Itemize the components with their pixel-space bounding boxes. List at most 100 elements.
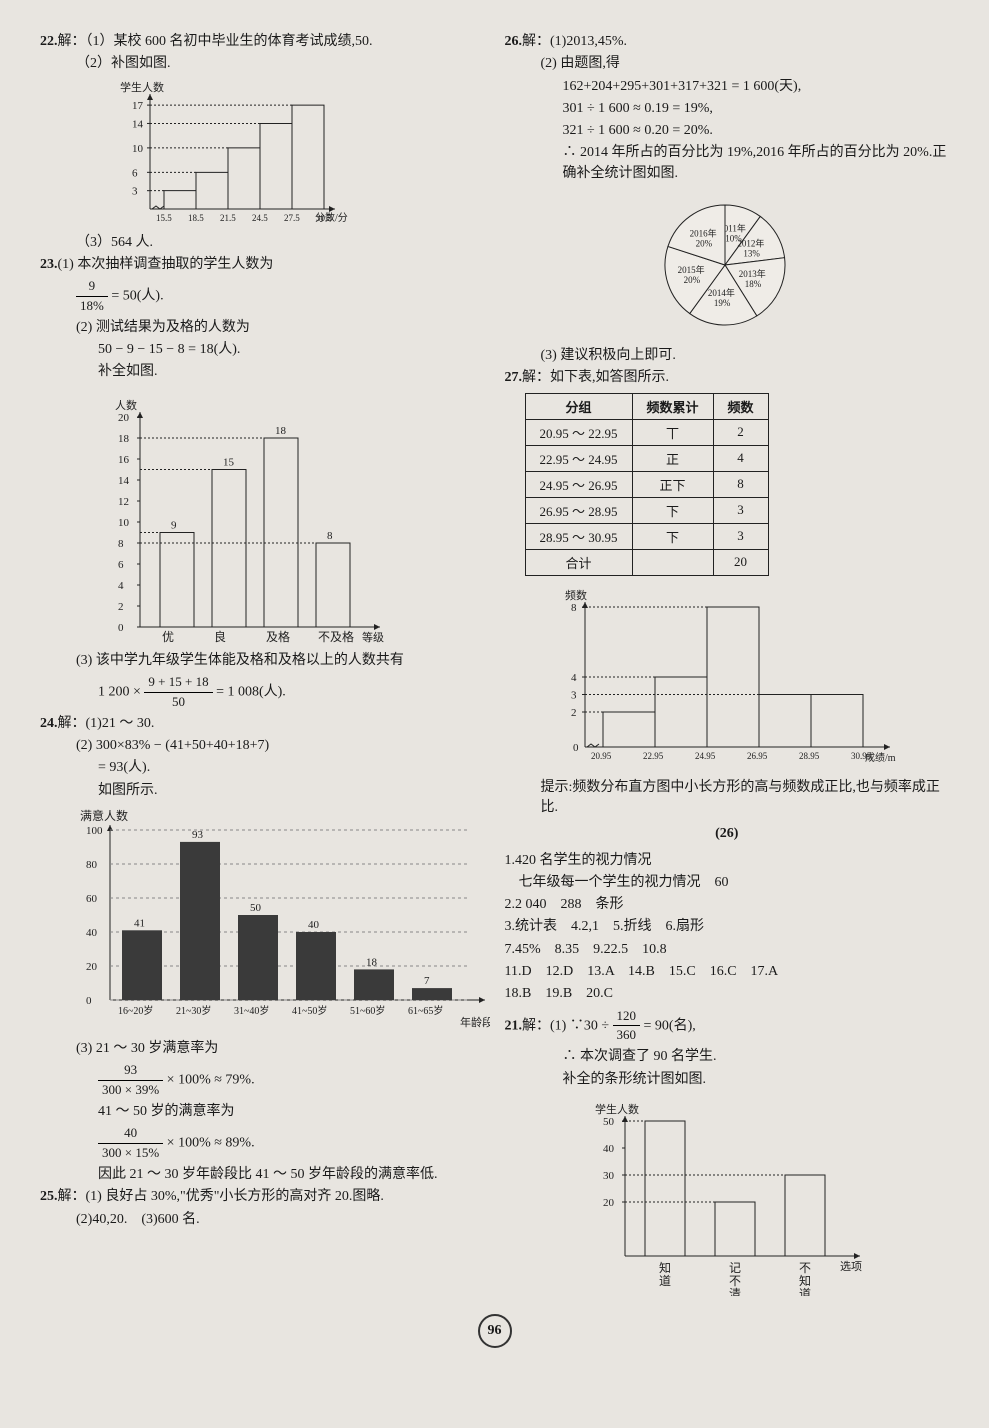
svg-text:18: 18 xyxy=(118,433,130,445)
svg-text:17: 17 xyxy=(132,100,144,112)
svg-text:道: 道 xyxy=(799,1287,811,1296)
svg-text:31~40岁: 31~40岁 xyxy=(234,1004,269,1017)
svg-text:20%: 20% xyxy=(683,275,700,285)
q27-p2: 提示:频数分布直方图中小长方形的高与频数成正比,也与频率成正比. xyxy=(505,778,950,819)
svg-text:0: 0 xyxy=(573,742,579,754)
svg-text:学生人数: 学生人数 xyxy=(595,1102,639,1116)
svg-text:道: 道 xyxy=(659,1274,671,1288)
svg-text:2015年: 2015年 xyxy=(677,264,704,275)
q26-pie: 2011年10%2012年13%2013年18%2014年19%2015年20%… xyxy=(625,190,950,340)
svg-text:27.5: 27.5 xyxy=(284,213,300,223)
q24-p1: 24.解：(1)21 ～ 30. xyxy=(40,714,485,734)
svg-text:3: 3 xyxy=(571,689,577,701)
svg-text:30: 30 xyxy=(603,1170,615,1182)
svg-text:51~60岁: 51~60岁 xyxy=(350,1004,385,1017)
svg-text:18: 18 xyxy=(366,956,378,968)
svg-text:6: 6 xyxy=(118,559,124,571)
svg-text:8: 8 xyxy=(327,530,333,542)
q23-p1: 23.(1) 本次抽样调查抽取的学生人数为 xyxy=(40,255,485,275)
q27-table: 分组频数累计频数20.95 ～ 22.95丅222.95 ～ 24.95正424… xyxy=(525,393,769,576)
q24-chart: 满意人数年龄段0204060801004116~20岁9321~30岁5031~… xyxy=(70,805,485,1035)
svg-text:及格: 及格 xyxy=(266,629,290,644)
svg-text:19%: 19% xyxy=(713,298,730,308)
svg-text:9: 9 xyxy=(171,519,177,531)
svg-text:频数: 频数 xyxy=(565,588,587,602)
left-column: 22.解：（1）某校 600 名初中毕业生的体育考试成绩,50. （2）补图如图… xyxy=(40,30,485,1302)
q22-num: 22. xyxy=(40,34,58,49)
svg-text:12: 12 xyxy=(118,496,129,508)
svg-text:60: 60 xyxy=(86,893,98,905)
svg-text:21~30岁: 21~30岁 xyxy=(176,1004,211,1017)
q24-p4: 如图所示. xyxy=(40,781,485,801)
svg-text:18%: 18% xyxy=(744,279,761,289)
svg-text:8: 8 xyxy=(571,602,577,614)
svg-text:40: 40 xyxy=(86,927,98,939)
q26-p3: 162+204+295+301+317+321 = 1 600(天), xyxy=(505,77,950,97)
q23-chart: 人数等级024681012141618209优15良18及格8不及格 xyxy=(100,387,485,647)
svg-text:2: 2 xyxy=(118,601,124,613)
q23-frac2: 1 200 × 9 + 15 + 1850 = 1 008(人). xyxy=(40,673,485,712)
svg-text:18.5: 18.5 xyxy=(188,213,204,223)
q22-p3: （3）564 人. xyxy=(40,233,485,253)
q26-p6: ∴ 2014 年所占的百分比为 19%,2016 年所占的百分比为 20%.正确… xyxy=(505,143,950,184)
svg-text:13%: 13% xyxy=(743,248,760,258)
s26-l6: 18.B 19.B 20.C xyxy=(505,984,950,1004)
q24-frac3: 93300 × 39% × 100% ≈ 79%. xyxy=(40,1061,485,1100)
q24-frac4: 40300 × 15% × 100% ≈ 89%. xyxy=(40,1124,485,1163)
q23-p5: (3) 该中学九年级学生体能及格和及格以上的人数共有 xyxy=(40,651,485,671)
q23-p3: 50 − 9 − 15 − 8 = 18(人). xyxy=(40,340,485,360)
svg-text:16: 16 xyxy=(118,454,130,466)
svg-text:40: 40 xyxy=(308,919,320,931)
svg-text:28.95: 28.95 xyxy=(799,751,820,761)
q26-p5: 321 ÷ 1 600 ≈ 0.20 = 20%. xyxy=(505,121,950,141)
q26-p1: 26.解：(1)2013,45%. xyxy=(505,32,950,52)
s26-q21-chart: 学生人数选项20304050知道记不清不知道 xyxy=(585,1096,950,1296)
svg-text:30.5: 30.5 xyxy=(316,213,332,223)
svg-text:不及格: 不及格 xyxy=(318,629,354,644)
s26-q21-p2: ∴ 本次调查了 90 名学生. xyxy=(505,1047,950,1067)
q24-p3: = 93(人). xyxy=(40,758,485,778)
svg-text:15.5: 15.5 xyxy=(156,213,172,223)
q22-p2: （2）补图如图. xyxy=(40,54,485,74)
svg-text:50: 50 xyxy=(250,902,262,914)
svg-text:93: 93 xyxy=(192,829,204,841)
svg-text:8: 8 xyxy=(118,538,124,550)
svg-text:10: 10 xyxy=(118,517,130,529)
svg-text:知: 知 xyxy=(799,1274,811,1288)
svg-text:等级: 等级 xyxy=(362,630,384,644)
svg-text:不: 不 xyxy=(729,1274,741,1288)
svg-text:24.5: 24.5 xyxy=(252,213,268,223)
svg-text:20%: 20% xyxy=(695,238,712,248)
svg-text:20: 20 xyxy=(86,961,98,973)
svg-text:4: 4 xyxy=(571,672,577,684)
svg-text:3: 3 xyxy=(132,185,138,197)
svg-text:2016年: 2016年 xyxy=(689,227,716,238)
svg-text:41~50岁: 41~50岁 xyxy=(292,1004,327,1017)
svg-text:2: 2 xyxy=(571,707,577,719)
svg-text:20.95: 20.95 xyxy=(591,751,612,761)
svg-text:14: 14 xyxy=(132,118,144,130)
svg-text:21.5: 21.5 xyxy=(220,213,236,223)
s26-q21-p3: 补全的条形统计图如图. xyxy=(505,1070,950,1090)
svg-text:15: 15 xyxy=(223,456,235,468)
q24-p5: (3) 21 ～ 30 岁满意率为 xyxy=(40,1039,485,1059)
s26-l2: 2.2 040 288 条形 xyxy=(505,895,950,915)
svg-text:0: 0 xyxy=(118,622,124,634)
svg-text:41: 41 xyxy=(134,917,145,929)
svg-text:知: 知 xyxy=(659,1261,671,1275)
q23-frac1: 918% = 50(人). xyxy=(40,277,485,316)
q22-chart: 学生人数分数/分3610141715.518.521.524.527.530.5 xyxy=(100,79,485,229)
q25-p2: (2)40,20. (3)600 名. xyxy=(40,1210,485,1230)
svg-text:18: 18 xyxy=(275,425,287,437)
q27-p1: 27.解：如下表,如答图所示. xyxy=(505,368,950,388)
svg-text:14: 14 xyxy=(118,475,130,487)
svg-text:选项: 选项 xyxy=(840,1260,862,1273)
q23-p4: 补全如图. xyxy=(40,362,485,382)
s26-l3: 3.统计表 4.2,1 5.折线 6.扇形 xyxy=(505,917,950,937)
svg-text:4: 4 xyxy=(118,580,124,592)
right-column: 26.解：(1)2013,45%. (2) 由题图,得 162+204+295+… xyxy=(505,30,950,1302)
svg-text:61~65岁: 61~65岁 xyxy=(408,1004,443,1017)
q24-p7: 因此 21 ～ 30 岁年龄段比 41 ～ 50 岁年龄段的满意率低. xyxy=(40,1165,485,1185)
s26-l1a: 1.420 名学生的视力情况 xyxy=(505,851,950,871)
svg-text:2014年: 2014年 xyxy=(707,287,734,298)
